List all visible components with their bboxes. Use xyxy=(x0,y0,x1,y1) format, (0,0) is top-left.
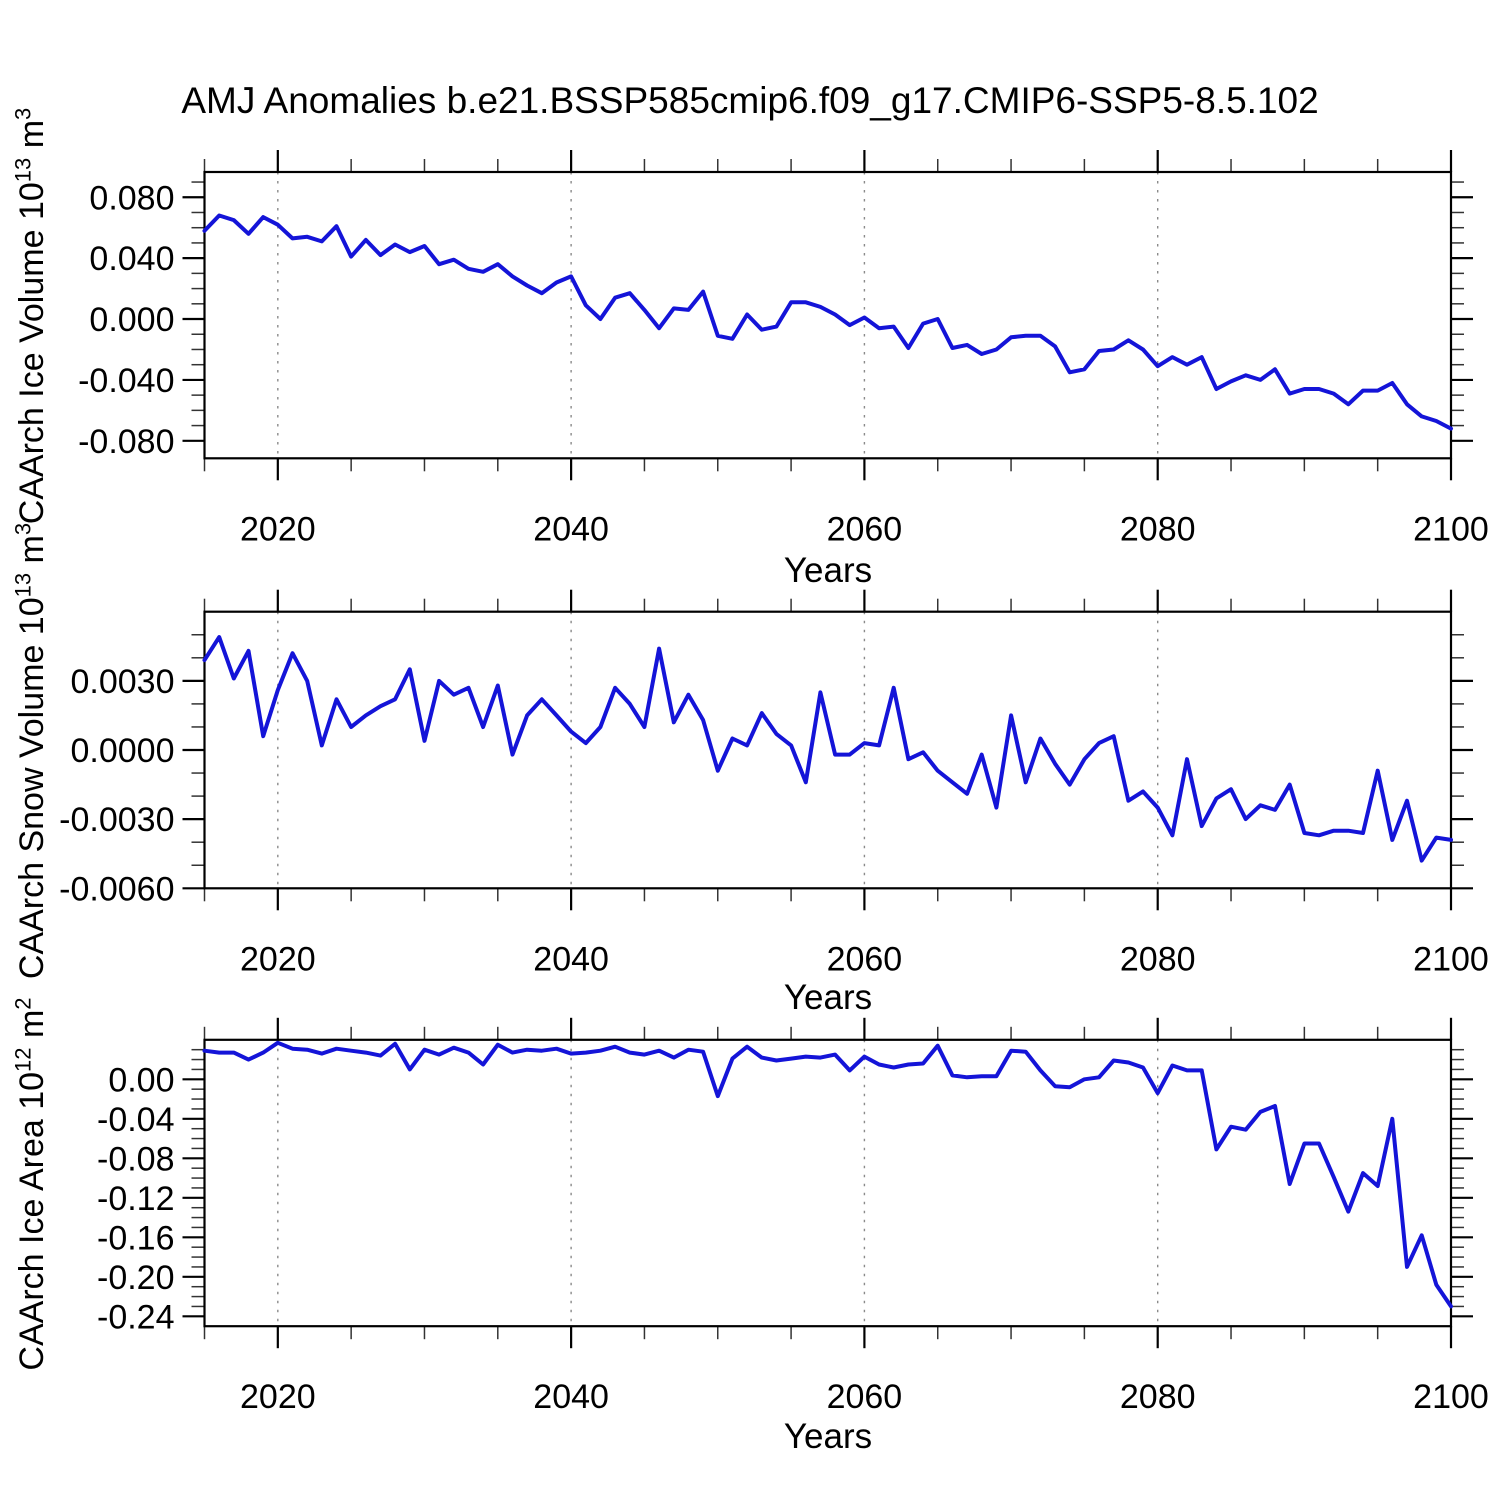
plot-title: AMJ Anomalies b.e21.BSSP585cmip6.f09_g17… xyxy=(181,80,1319,121)
panel-ice-area: 2020 2040 2060 2080 21000.00-0.04-0.08-0.12-… xyxy=(97,1017,1489,1416)
y-axis-title-unit-exponent: 2 xyxy=(10,997,36,1010)
svg-text:0.040: 0.040 xyxy=(89,240,174,278)
svg-text:-0.08: -0.08 xyxy=(97,1140,175,1178)
svg-text:0.000: 0.000 xyxy=(89,301,174,339)
svg-text:2020: 2020 xyxy=(240,510,316,548)
svg-text:2040: 2040 xyxy=(533,1378,609,1416)
svg-text:2100: 2100 xyxy=(1413,1378,1489,1416)
svg-text:-0.0030: -0.0030 xyxy=(59,801,174,839)
svg-text:2080: 2080 xyxy=(1120,940,1196,978)
svg-text:-0.040: -0.040 xyxy=(78,362,174,400)
svg-text:-0.0060: -0.0060 xyxy=(59,870,174,908)
series-snow-volume xyxy=(202,635,1453,863)
svg-text:2060: 2060 xyxy=(827,510,903,548)
y-axis-title-ice-area: CAArch Ice Area 1012 m2 xyxy=(10,834,57,1500)
svg-text:0.080: 0.080 xyxy=(89,179,174,217)
svg-text:0.0000: 0.0000 xyxy=(71,732,175,770)
svg-text:2080: 2080 xyxy=(1120,1378,1196,1416)
svg-text:2100: 2100 xyxy=(1413,510,1489,548)
svg-text:2080: 2080 xyxy=(1120,510,1196,548)
svg-text:2060: 2060 xyxy=(827,940,903,978)
svg-text:2100: 2100 xyxy=(1413,940,1489,978)
svg-text:0.00: 0.00 xyxy=(108,1061,174,1099)
series-ice-area xyxy=(202,1040,1453,1309)
y-axis-title-text: CAArch Ice Area 10 xyxy=(13,1071,51,1371)
svg-text:2060: 2060 xyxy=(827,1378,903,1416)
panel-ice-volume: 2020 2040 2060 2080 2100 0.080 0.040 0.000 -0.04… xyxy=(78,150,1489,548)
y-axis-title-unit-exponent: 3 xyxy=(10,522,36,536)
y-axis-title-exponent: 12 xyxy=(10,1047,36,1072)
x-axis-title-panel-1: Years xyxy=(783,551,873,590)
svg-text:-0.20: -0.20 xyxy=(97,1259,175,1297)
svg-text:-0.04: -0.04 xyxy=(97,1101,175,1139)
y-axis-title-unit: m xyxy=(13,535,51,573)
series-ice-volume xyxy=(202,213,1453,431)
svg-text:-0.16: -0.16 xyxy=(97,1219,175,1257)
svg-text:-0.080: -0.080 xyxy=(78,423,174,461)
svg-text:0.0030: 0.0030 xyxy=(71,663,175,701)
svg-text:-0.12: -0.12 xyxy=(97,1180,175,1218)
panel-snow-volume: 2020 2040 2060 2080 2100 0.0030 0.0000 -0.0030 -… xyxy=(59,589,1489,978)
y-axis-title-unit: m xyxy=(13,119,51,158)
svg-text:2040: 2040 xyxy=(533,940,609,978)
x-axis-title-panel-3: Years xyxy=(783,1417,873,1456)
y-axis-title-unit: m xyxy=(13,1009,51,1048)
y-axis-title-exponent: 13 xyxy=(10,572,36,598)
svg-text:2040: 2040 xyxy=(533,510,609,548)
svg-text:2020: 2020 xyxy=(240,1378,316,1416)
y-axis-title-unit-exponent: 3 xyxy=(10,107,36,120)
y-axis-title-exponent: 13 xyxy=(10,157,36,183)
svg-text:-0.24: -0.24 xyxy=(97,1298,175,1336)
x-axis-title-panel-2: Years xyxy=(783,978,873,1017)
svg-text:2020: 2020 xyxy=(240,940,316,978)
